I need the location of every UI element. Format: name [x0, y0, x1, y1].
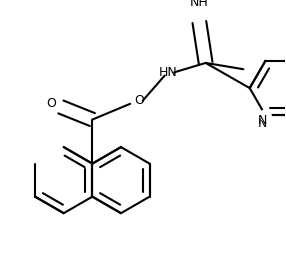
Text: O: O	[135, 94, 144, 107]
Text: NH: NH	[190, 0, 209, 9]
Text: N: N	[258, 114, 267, 126]
Text: O: O	[47, 97, 56, 110]
Text: HN: HN	[158, 66, 177, 79]
Text: N: N	[258, 117, 267, 130]
